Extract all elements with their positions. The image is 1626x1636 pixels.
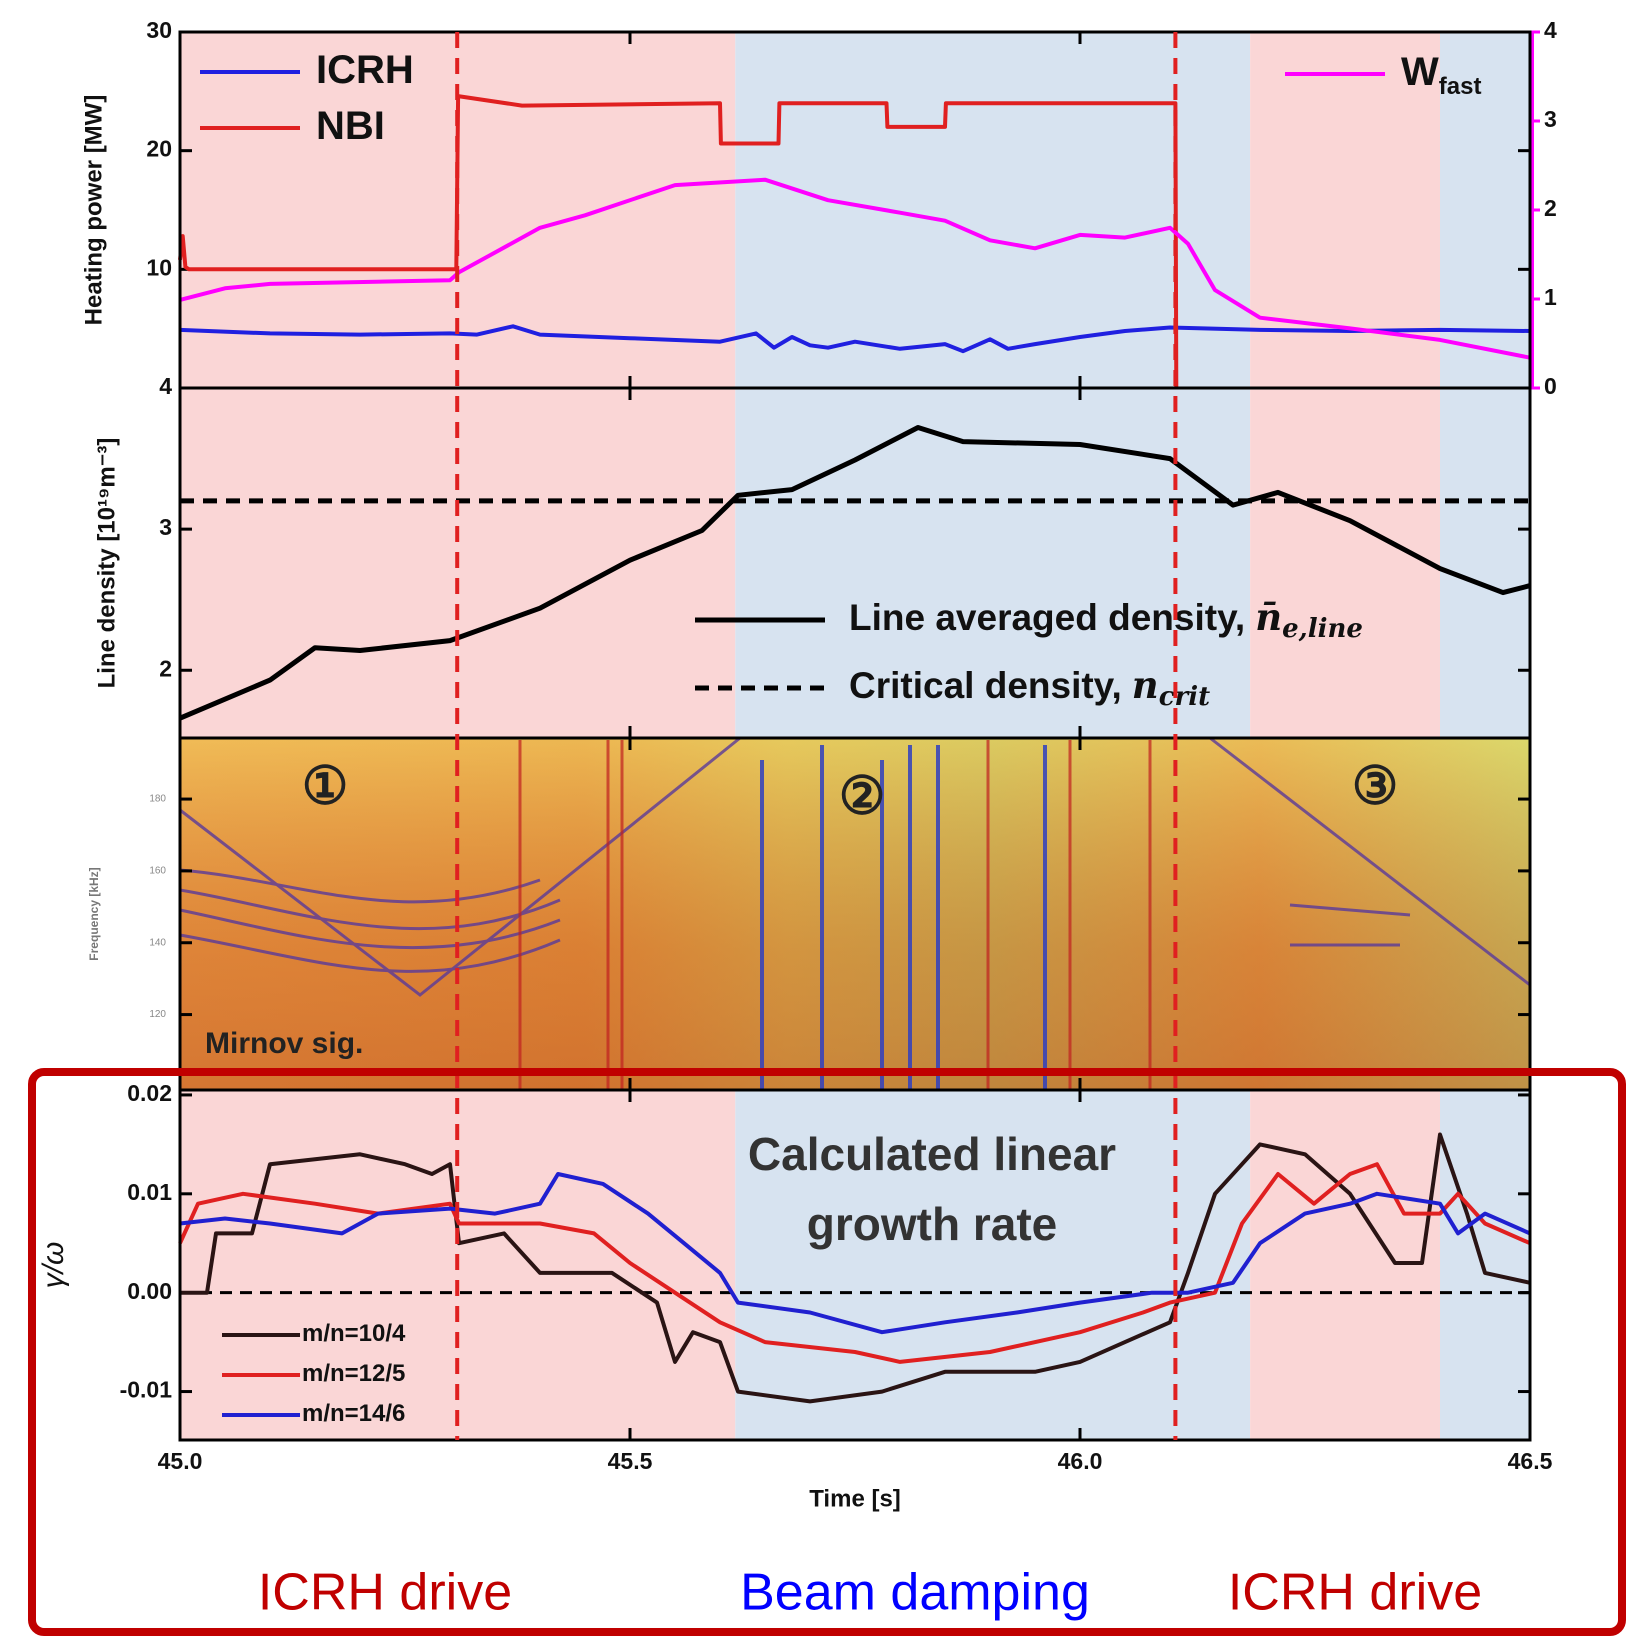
x-tick-label: 46.0 [1058,1448,1103,1474]
spectrogram-shade [180,738,1530,1090]
trace [179,908,561,950]
data-line [179,425,1531,721]
y-tick-label: 10 [146,254,172,280]
y-tick-label: 0.01 [127,1179,172,1205]
legend-name: m/n=14/6 [302,1400,405,1427]
y-axis-label: γ/ω [37,1242,70,1289]
legend-name: Critical density, [849,665,1122,706]
data-line [178,1162,1531,1364]
legend-name: ICRH [316,48,414,92]
legend-label: Wfast [1401,50,1481,101]
y-tick-label: 120 [149,1009,166,1020]
y-tick-label: -0.01 [120,1377,173,1403]
panel-annotation: growth rate [807,1198,1057,1250]
y2-tick-label: 1 [1544,284,1557,310]
phase-region [1440,32,1530,738]
legend-label: Line averaged density, n̄e,line [849,595,1363,645]
legend-label: m/n=10/4 [302,1320,406,1347]
spectrogram-streaks [518,740,1152,1090]
spectrogram-image [179,736,1531,1090]
legend-name: Line averaged density, [849,597,1245,638]
legend-symbol: n̄ [1255,595,1282,639]
phase-region [735,1090,1251,1440]
panel-annotation: Calculated linear [748,1128,1116,1180]
legend-name: NBI [316,104,385,148]
y-tick-label: 0.00 [127,1278,172,1304]
legend-name: m/n=10/4 [302,1320,406,1347]
plot-layer: 10 20 30 0 1 2 3 4 Heating power [MW] ICRH NBI Wfas… [37,17,1557,1622]
y-tick-label: 0.02 [127,1080,172,1106]
y-tick-label: 140 [149,937,166,948]
y-tick-label: 4 [159,373,172,399]
legend-label: m/n=12/5 [302,1360,405,1387]
trace [1289,903,1411,917]
data-line [179,324,1531,354]
x-tick-label: 46.5 [1508,1448,1553,1474]
panel-annotation: ③ [1352,758,1399,816]
x-axis-label: Time [s] [809,1485,901,1512]
trace [179,888,561,931]
x-tick-label: 45.5 [608,1448,653,1474]
legend-label: m/n=14/6 [302,1400,405,1427]
trace [179,933,561,973]
data-line [180,1132,1531,1404]
y-tick-label: 2 [159,655,172,681]
trace [179,868,541,904]
phase-label: Beam damping [740,1564,1090,1622]
legend-symbol-subscript: crit [1159,682,1210,712]
y-axis-label: Heating power [MW] [80,95,107,326]
data-line [179,1172,1531,1335]
legend-name: W [1401,50,1439,94]
trace [1209,736,1531,987]
spectrogram-bursts [760,745,1047,1090]
y2-tick-label: 4 [1544,17,1557,43]
y2-tick-label: 3 [1544,106,1557,132]
y-axis-label: Line density [10¹⁹m⁻³] [93,438,120,689]
panel-frame [178,1088,1532,1442]
phase-region [1250,32,1440,738]
legend-label: ICRH [316,48,414,92]
y-tick-label: 3 [159,514,172,540]
trace [179,736,741,997]
phase-label: ICRH drive [1228,1564,1482,1622]
panel-annotation: Mirnov sig. [205,1027,363,1060]
legend-name: m/n=12/5 [302,1360,405,1387]
panel-annotation: ② [839,768,886,826]
legend-label: NBI [316,104,385,148]
phase-label: ICRH drive [258,1564,512,1622]
y-tick-label: 30 [146,17,172,43]
legend-subscript: fast [1439,73,1482,100]
y-tick-label: 20 [146,136,172,162]
y2-tick-label: 0 [1544,373,1557,399]
legend-symbol-subscript: e,line [1282,614,1363,644]
y-axis-label: Frequency [kHz] [87,867,101,960]
x-tick-label: 45.0 [158,1448,203,1474]
data-line [178,94,1179,389]
y-tick-label: 180 [149,794,166,805]
phase-region [1440,1090,1530,1440]
spectrogram-traces [179,736,1531,997]
y-tick-label: 160 [149,866,166,877]
legend-symbol: n [1132,663,1159,707]
panel-annotation: ① [302,758,349,816]
legend-label: Critical density, ncrit [849,663,1210,713]
y2-tick-label: 2 [1544,195,1557,221]
highlight-frame [28,1068,1626,1636]
